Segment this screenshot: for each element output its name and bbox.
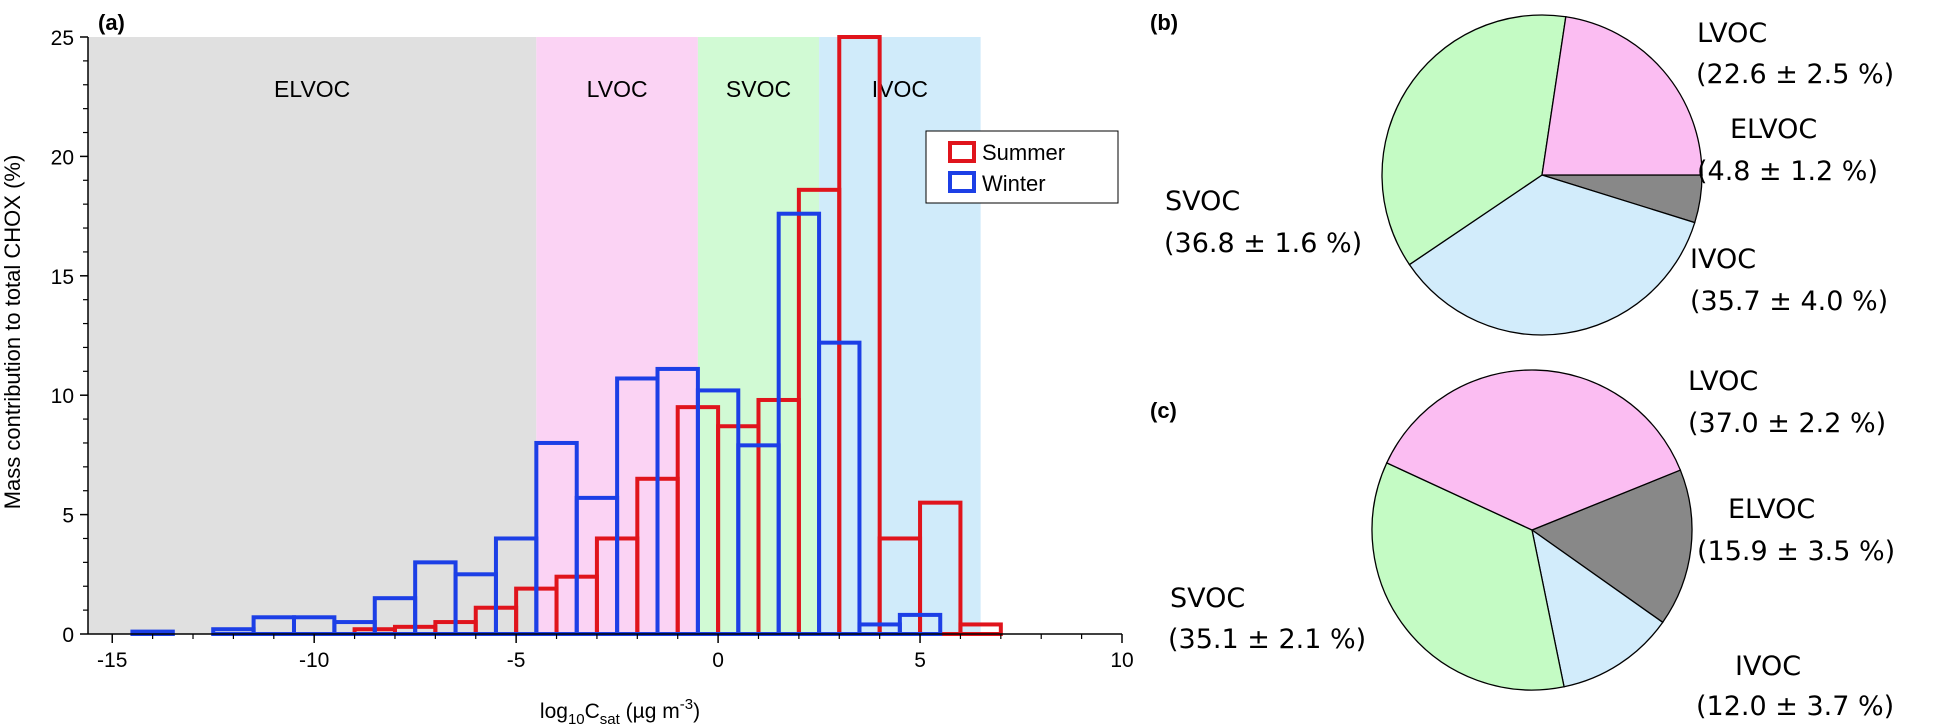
pie-b-ivoc-value: (35.7 ± 4.0 %) [1690, 286, 1888, 317]
pie-b-slice-lvoc [1541, 16, 1703, 176]
x-axis-title: log10Csat (µg m-3) [540, 696, 700, 728]
pie-b-lvoc-name: LVOC [1697, 18, 1767, 49]
x-axis-title-log: log [540, 700, 568, 723]
region-label-elvoc: ELVOC [274, 76, 350, 102]
legend-swatch-winter [948, 171, 976, 193]
pie-c-slices [1371, 369, 1693, 691]
panel-c-label: (c) [1150, 398, 1177, 423]
y-tick-label: 20 [51, 146, 74, 169]
pie-b-lvoc-value: (22.6 ± 2.5 %) [1696, 59, 1894, 90]
x-tick-label: -10 [299, 649, 329, 672]
pie-c-elvoc-value: (15.9 ± 3.5 %) [1697, 536, 1895, 567]
pie-c-lvoc-value: (37.0 ± 2.2 %) [1688, 408, 1886, 439]
pie-chart-b: (b) LVOC (22.6 ± 2.5 %) ELVOC (4.8 ± 1.2… [1150, 10, 1894, 336]
pie-c-slice-svoc [1371, 462, 1565, 691]
region-elvoc [88, 37, 537, 634]
pie-b-ivoc-name: IVOC [1690, 244, 1756, 275]
y-tick-label: 15 [51, 266, 74, 289]
y-tick-label: 10 [51, 385, 74, 408]
pie-b-slices [1381, 14, 1703, 336]
x-tick-label: 5 [914, 649, 926, 672]
legend: Summer Winter [925, 130, 1119, 204]
legend-label-winter: Winter [982, 171, 1046, 196]
pie-c-slice-lvoc [1385, 369, 1682, 531]
y-tick-label: 5 [62, 505, 74, 528]
pie-c-ivoc-name: IVOC [1735, 651, 1801, 682]
y-axis-title: Mass contribution to total CHOX (%) [0, 155, 25, 510]
panel-a-label: (a) [98, 10, 125, 35]
pie-b-elvoc-name: ELVOC [1730, 114, 1817, 145]
x-axis-title-subsat: sat [600, 711, 621, 728]
pie-b-slice-ivoc [1408, 174, 1696, 336]
panel-b-label: (b) [1150, 10, 1178, 35]
legend-label-summer: Summer [982, 140, 1065, 165]
y-tick-label: 0 [62, 624, 74, 647]
y-tick-label: 25 [51, 27, 74, 50]
x-tick-label: -15 [97, 649, 127, 672]
x-tick-label: 0 [712, 649, 724, 672]
x-axis-title-sup: -3 [680, 696, 693, 713]
x-tick-label: -5 [507, 649, 526, 672]
x-axis-title-c: C [585, 700, 600, 723]
region-ivoc [819, 37, 981, 634]
x-axis-title-close: ) [693, 700, 700, 723]
legend-swatch-summer [948, 141, 976, 163]
x-axis-title-unit: (µg m [620, 700, 680, 723]
pie-c-slice-elvoc [1530, 469, 1693, 624]
pie-b-svoc-name: SVOC [1165, 186, 1240, 217]
pie-c-ivoc-value: (12.0 ± 3.7 %) [1696, 691, 1894, 722]
x-tick-label: 10 [1110, 649, 1133, 672]
x-axis-title-sub10: 10 [568, 711, 585, 728]
pie-c-elvoc-name: ELVOC [1728, 494, 1815, 525]
pie-c-lvoc-name: LVOC [1688, 366, 1758, 397]
pie-b-elvoc-value: (4.8 ± 1.2 %) [1697, 156, 1878, 187]
pie-b-svoc-value: (36.8 ± 1.6 %) [1164, 228, 1362, 259]
pie-chart-c: (c) LVOC (37.0 ± 2.2 %) ELVOC (15.9 ± 3.… [1150, 366, 1895, 722]
pie-c-slice-ivoc [1531, 528, 1664, 688]
region-label-lvoc: LVOC [587, 76, 648, 102]
pie-b-slice-svoc [1381, 14, 1567, 266]
pie-c-svoc-value: (35.1 ± 2.1 %) [1168, 624, 1366, 655]
pie-c-svoc-name: SVOC [1170, 583, 1245, 614]
volatility-regions: ELVOC LVOC SVOC IVOC [88, 37, 981, 634]
region-label-svoc: SVOC [726, 76, 791, 102]
axes: 0 5 10 15 20 25 -15 -10 -5 0 5 10 [51, 27, 1134, 672]
